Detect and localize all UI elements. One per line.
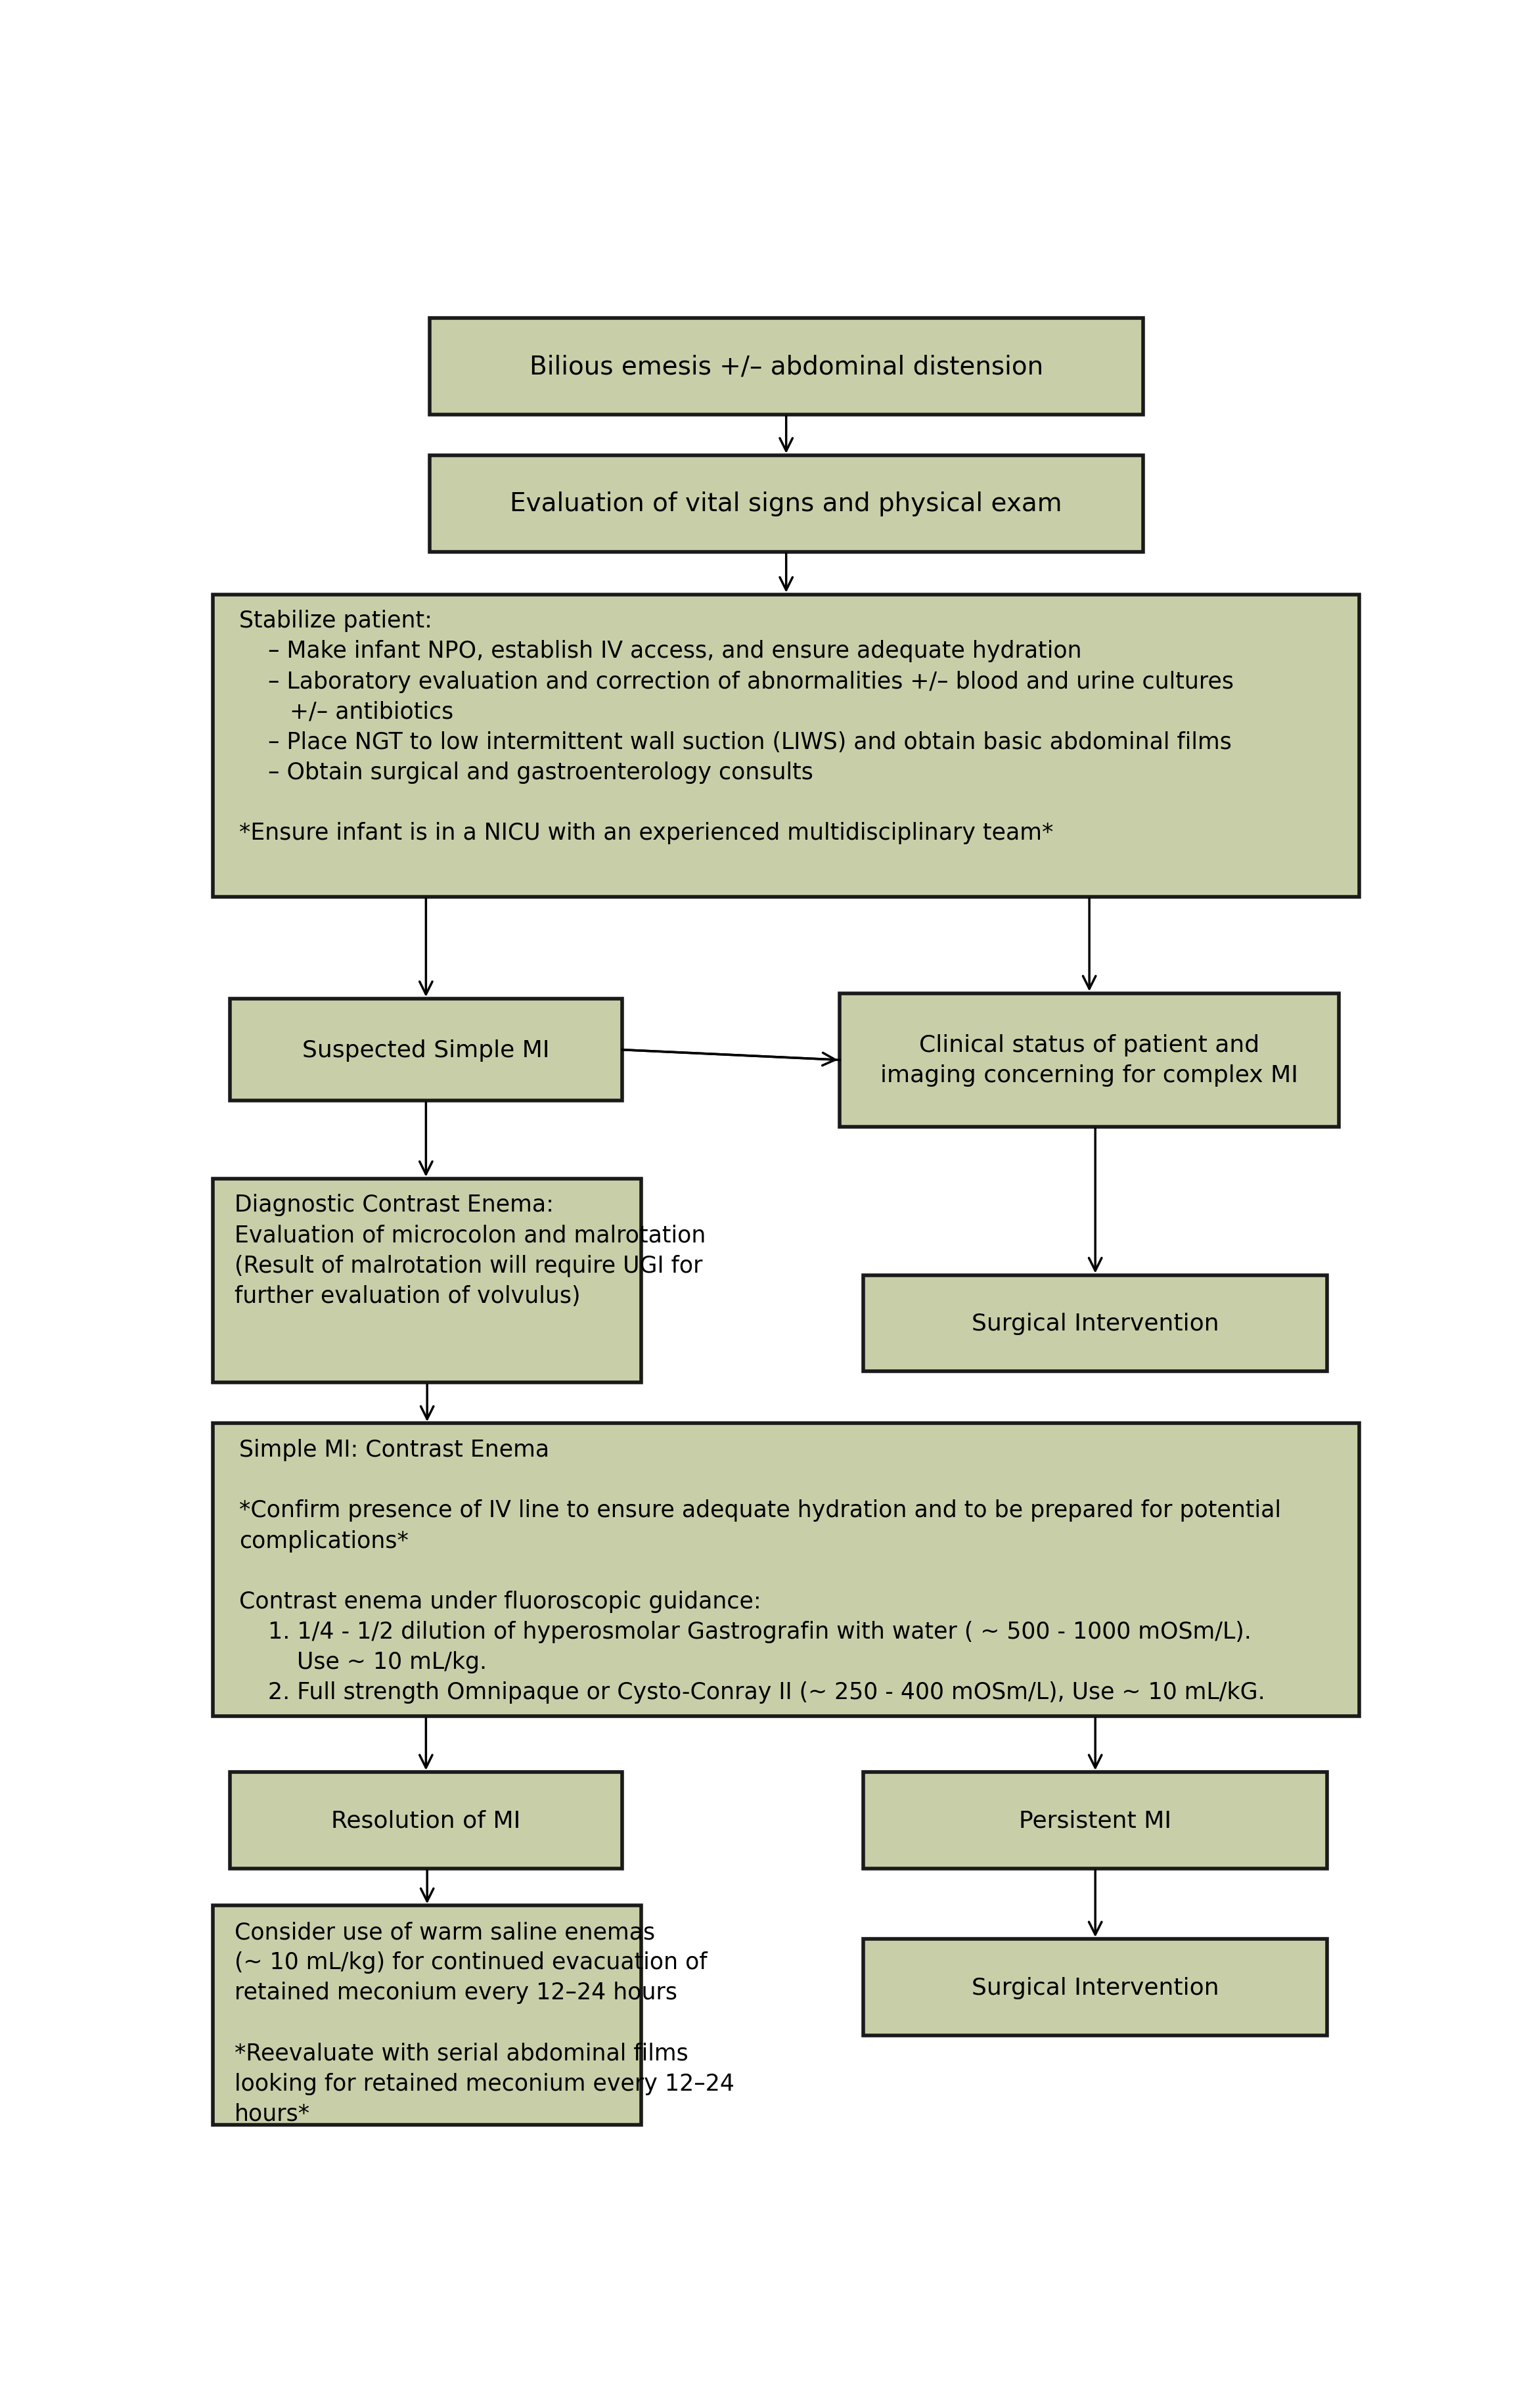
FancyBboxPatch shape [839,995,1339,1127]
FancyBboxPatch shape [864,1772,1327,1869]
FancyBboxPatch shape [213,1180,641,1382]
FancyBboxPatch shape [230,1772,623,1869]
FancyBboxPatch shape [430,318,1143,414]
Text: Suspected Simple MI: Suspected Simple MI [302,1038,549,1062]
Text: Clinical status of patient and
imaging concerning for complex MI: Clinical status of patient and imaging c… [881,1033,1298,1086]
Text: Stabilize patient:
    – Make infant NPO, establish IV access, and ensure adequa: Stabilize patient: – Make infant NPO, es… [239,609,1233,845]
Text: Resolution of MI: Resolution of MI [331,1808,520,1832]
FancyBboxPatch shape [230,999,623,1100]
Text: Consider use of warm saline enemas
(~ 10 mL/kg) for continued evacuation of
reta: Consider use of warm saline enemas (~ 10… [235,1922,735,2124]
Text: Surgical Intervention: Surgical Intervention [971,1977,1220,1999]
Text: Evaluation of vital signs and physical exam: Evaluation of vital signs and physical e… [511,491,1062,518]
Text: Bilious emesis +/– abdominal distension: Bilious emesis +/– abdominal distension [529,354,1043,380]
FancyBboxPatch shape [213,1423,1359,1717]
FancyBboxPatch shape [864,1276,1327,1373]
FancyBboxPatch shape [430,455,1143,551]
FancyBboxPatch shape [213,1905,641,2124]
FancyBboxPatch shape [213,595,1359,898]
Text: Diagnostic Contrast Enema:
Evaluation of microcolon and malrotation
(Result of m: Diagnostic Contrast Enema: Evaluation of… [235,1194,706,1308]
FancyBboxPatch shape [864,1938,1327,2035]
Text: Surgical Intervention: Surgical Intervention [971,1312,1220,1334]
Text: Simple MI: Contrast Enema

*Confirm presence of IV line to ensure adequate hydra: Simple MI: Contrast Enema *Confirm prese… [239,1438,1281,1702]
Text: Persistent MI: Persistent MI [1019,1808,1172,1832]
